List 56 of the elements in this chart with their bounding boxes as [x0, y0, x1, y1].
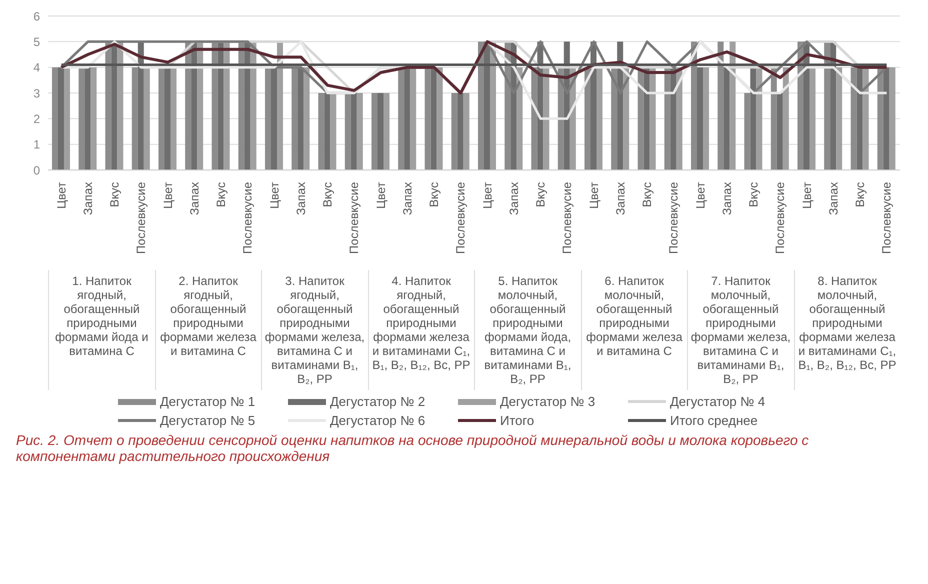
x-tick-label: Вкус	[640, 182, 654, 208]
x-tick-label: Цвет	[800, 182, 814, 209]
legend-label: Дегустатор № 6	[330, 413, 426, 428]
y-tick-label: 1	[33, 138, 40, 152]
legend-label: Дегустатор № 4	[670, 394, 766, 409]
x-tick-label: Послевкусие	[347, 182, 362, 254]
x-tick-label: Запах	[400, 182, 414, 216]
x-tick-label: Послевкусие	[773, 182, 788, 254]
x-tick-label: Запах	[187, 182, 202, 216]
x-tick-label: Вкус	[746, 182, 761, 208]
x-tick-label: Вкус	[214, 182, 228, 208]
x-tick-label: Вкус	[320, 182, 335, 208]
x-tick-label: Послевкусие	[666, 182, 681, 254]
x-tick-label: Цвет	[267, 182, 282, 209]
x-tick-label: Послевкусие	[454, 182, 468, 254]
legend-label: Дегустатор № 2	[330, 394, 426, 409]
x-tick-label: Цвет	[693, 182, 708, 209]
x-tick-label: Цвет	[480, 182, 494, 209]
x-tick-label: Вкус	[427, 182, 442, 208]
text: 2. Напиток ягодный, обогащенный природными формами железа и витамина С	[160, 274, 256, 358]
x-tick-label: Цвет	[160, 182, 175, 209]
x-tick-label: Запах	[294, 182, 308, 216]
text: 4. Напиток ягодный, обогащенный природными формами железа и витаминами C₁, B₁, B₂, B₁₂, Bc, PP	[372, 274, 470, 372]
y-tick-label: 3	[33, 86, 40, 100]
legend-label: Итого среднее	[670, 413, 758, 428]
x-tick-label: Послевкусие	[560, 182, 574, 254]
text: 8. Напиток молочный, обогащенный природными формами железа и витаминами C₁, B₁, B₂, B₁₂, Bc, PP	[798, 274, 896, 372]
legend-label: Дегустатор № 3	[500, 394, 596, 409]
x-tick-label: Запах	[506, 182, 521, 216]
y-tick-label: 2	[33, 112, 40, 126]
y-tick-label: 6	[33, 9, 40, 24]
x-tick-label: Послевкусие	[134, 182, 148, 254]
legend-label: Дегустатор № 5	[160, 413, 256, 428]
legend-label: Дегустатор № 1	[160, 394, 256, 409]
x-tick-label: Запах	[720, 182, 734, 216]
text: Рис. 2. Отчет о проведении сенсорной оценки напитков на основе природной минеральной воды и молока коровьего с компонентами растительного происхождения	[16, 432, 810, 464]
x-tick-label: Запах	[613, 182, 628, 216]
x-tick-label: Вкус	[108, 182, 122, 208]
x-tick-label: Послевкусие	[880, 182, 894, 254]
text: 6. Напиток молочный, обогащенный природными формами железа и витамина С	[586, 274, 682, 358]
x-tick-label: Цвет	[586, 182, 601, 209]
y-tick-label: 5	[33, 34, 40, 49]
x-tick-label: Запах	[80, 182, 95, 216]
text: 1. Напиток ягодный, обогащенный природными формами йода и витамина С	[55, 274, 148, 358]
text: 5. Напиток молочный, обогащенный природными формами йода, витамина С и витаминами B₁, B₂, PP	[484, 274, 572, 386]
x-tick-label: Запах	[826, 182, 840, 216]
text: 3. Напиток ягодный, обогащенный природными формами железа, витамина С и витаминами B₁, B₂, PP	[264, 274, 365, 386]
y-tick-label: 4	[33, 60, 40, 75]
x-tick-label: Вкус	[534, 182, 548, 208]
x-tick-label: Цвет	[54, 182, 68, 209]
x-tick-label: Цвет	[374, 182, 388, 209]
x-tick-label: Послевкусие	[240, 182, 255, 254]
text: 7. Напиток молочный, обогащенный природными формами железа, витамина С и витаминами B₁, B₂, PP	[690, 274, 791, 386]
legend-label: Итого	[500, 413, 534, 428]
x-tick-label: Вкус	[853, 182, 868, 208]
y-tick-label: 0	[33, 163, 40, 178]
